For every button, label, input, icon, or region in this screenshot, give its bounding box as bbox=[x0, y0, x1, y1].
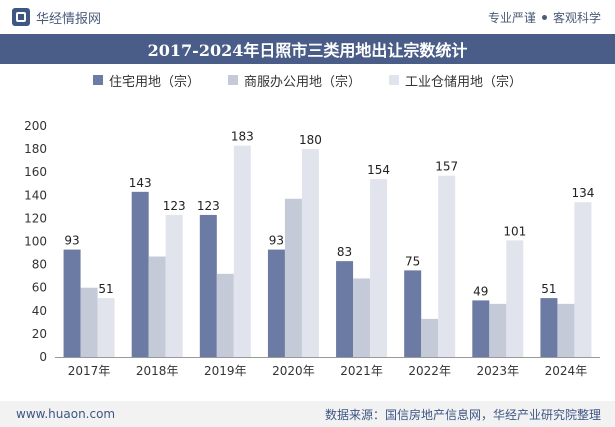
bar-residential bbox=[63, 249, 81, 357]
footer-url[interactable]: www.huaon.com bbox=[16, 407, 116, 421]
chart-legend: 住宅用地（宗） 商服办公用地（宗） 工业仓储用地（宗） bbox=[0, 70, 615, 90]
bar-chart: 0 20 40 60 80 100 120 140 160 180 200 93 51 2017年 143 1… bbox=[24, 119, 600, 378]
bar-commercial bbox=[489, 303, 507, 357]
bar-commercial bbox=[148, 256, 166, 357]
y-tick-label: 160 bbox=[24, 165, 47, 179]
data-label-residential: 51 bbox=[541, 282, 556, 296]
bar-residential bbox=[131, 191, 149, 357]
bullet-dot-icon bbox=[541, 14, 547, 20]
x-tick-label: 2020年 bbox=[272, 364, 315, 378]
y-tick-label: 200 bbox=[24, 119, 47, 133]
data-label-industrial: 157 bbox=[435, 160, 458, 174]
y-tick-label: 180 bbox=[24, 142, 47, 156]
bar-residential bbox=[404, 270, 422, 357]
data-label-industrial: 101 bbox=[503, 224, 526, 238]
chart-title: 2017-2024年日照市三类用地出让宗数统计 bbox=[147, 41, 468, 60]
bar-industrial bbox=[301, 149, 319, 357]
footer: www.huaon.com 数据来源：国信房地产信息网，华经产业研究院整理 bbox=[0, 401, 615, 427]
legend-item-commercial: 商服办公用地（宗） bbox=[227, 71, 361, 90]
bar-industrial bbox=[370, 179, 388, 357]
bar-commercial bbox=[216, 273, 234, 357]
x-tick-label: 2021年 bbox=[340, 364, 383, 378]
legend-label-commercial: 商服办公用地（宗） bbox=[243, 74, 361, 90]
data-label-industrial: 180 bbox=[299, 133, 322, 147]
bar-industrial bbox=[438, 175, 456, 357]
bar-industrial bbox=[165, 214, 183, 357]
data-label-industrial: 134 bbox=[571, 186, 594, 200]
x-tick-label: 2019年 bbox=[204, 364, 247, 378]
y-tick-label: 0 bbox=[39, 350, 47, 364]
x-tick-label: 2024年 bbox=[545, 364, 588, 378]
data-label-industrial: 51 bbox=[98, 282, 113, 296]
legend-swatch-residential bbox=[92, 75, 103, 85]
data-label-residential: 49 bbox=[473, 284, 488, 298]
y-tick-label: 60 bbox=[32, 281, 47, 295]
bar-residential bbox=[336, 261, 354, 357]
bar-residential bbox=[267, 249, 285, 357]
brand-name: 华经情报网 bbox=[36, 11, 102, 27]
slogan-left: 专业严谨 bbox=[487, 10, 536, 25]
legend-item-residential: 住宅用地（宗） bbox=[92, 71, 200, 90]
bar-residential bbox=[472, 300, 490, 357]
legend-label-industrial: 工业仓储用地（宗） bbox=[405, 74, 523, 90]
y-tick-label: 100 bbox=[24, 235, 47, 249]
bar-industrial bbox=[574, 202, 592, 357]
slogan-right: 客观科学 bbox=[552, 10, 601, 25]
bar-industrial bbox=[233, 145, 251, 357]
bar-industrial bbox=[97, 298, 115, 357]
legend-label-residential: 住宅用地（宗） bbox=[108, 74, 200, 90]
legend-item-industrial: 工业仓储用地（宗） bbox=[389, 71, 522, 90]
data-label-industrial: 183 bbox=[231, 130, 254, 144]
bar-industrial bbox=[506, 240, 524, 357]
y-tick-label: 40 bbox=[32, 304, 47, 318]
data-label-residential: 83 bbox=[337, 245, 352, 259]
x-tick-label: 2022年 bbox=[408, 364, 451, 378]
chart-title-bar: 2017-2024年日照市三类用地出让宗数统计 bbox=[0, 34, 615, 64]
footer-source: 数据来源：国信房地产信息网，华经产业研究院整理 bbox=[324, 407, 601, 422]
data-label-residential: 93 bbox=[269, 234, 284, 248]
y-tick-label: 140 bbox=[24, 188, 47, 202]
y-tick-label: 120 bbox=[24, 211, 47, 225]
bar-residential bbox=[540, 298, 558, 357]
data-label-residential: 93 bbox=[64, 234, 79, 248]
top-bar: 华经情报网 专业严谨 客观科学 bbox=[0, 0, 615, 34]
legend-swatch-industrial bbox=[389, 75, 399, 85]
bar-commercial bbox=[421, 318, 439, 357]
bar-commercial bbox=[80, 287, 98, 357]
data-label-residential: 123 bbox=[197, 199, 220, 213]
bar-residential bbox=[199, 214, 217, 357]
y-tick-label: 20 bbox=[32, 327, 47, 341]
x-tick-label: 2023年 bbox=[477, 364, 520, 378]
slogan: 专业严谨 客观科学 bbox=[488, 9, 601, 26]
bar-commercial bbox=[353, 278, 371, 357]
data-label-industrial: 154 bbox=[367, 163, 390, 177]
data-label-residential: 75 bbox=[405, 254, 420, 268]
x-tick-label: 2017年 bbox=[68, 364, 111, 378]
brand: 华经情报网 bbox=[12, 8, 101, 27]
x-tick-label: 2018年 bbox=[136, 364, 179, 378]
legend-swatch-commercial bbox=[227, 75, 238, 85]
bar-commercial bbox=[557, 303, 575, 357]
huajing-logo-icon bbox=[12, 8, 30, 26]
data-label-residential: 143 bbox=[129, 176, 152, 190]
bar-commercial bbox=[284, 198, 302, 357]
y-tick-label: 80 bbox=[32, 258, 47, 272]
data-label-industrial: 123 bbox=[163, 199, 186, 213]
